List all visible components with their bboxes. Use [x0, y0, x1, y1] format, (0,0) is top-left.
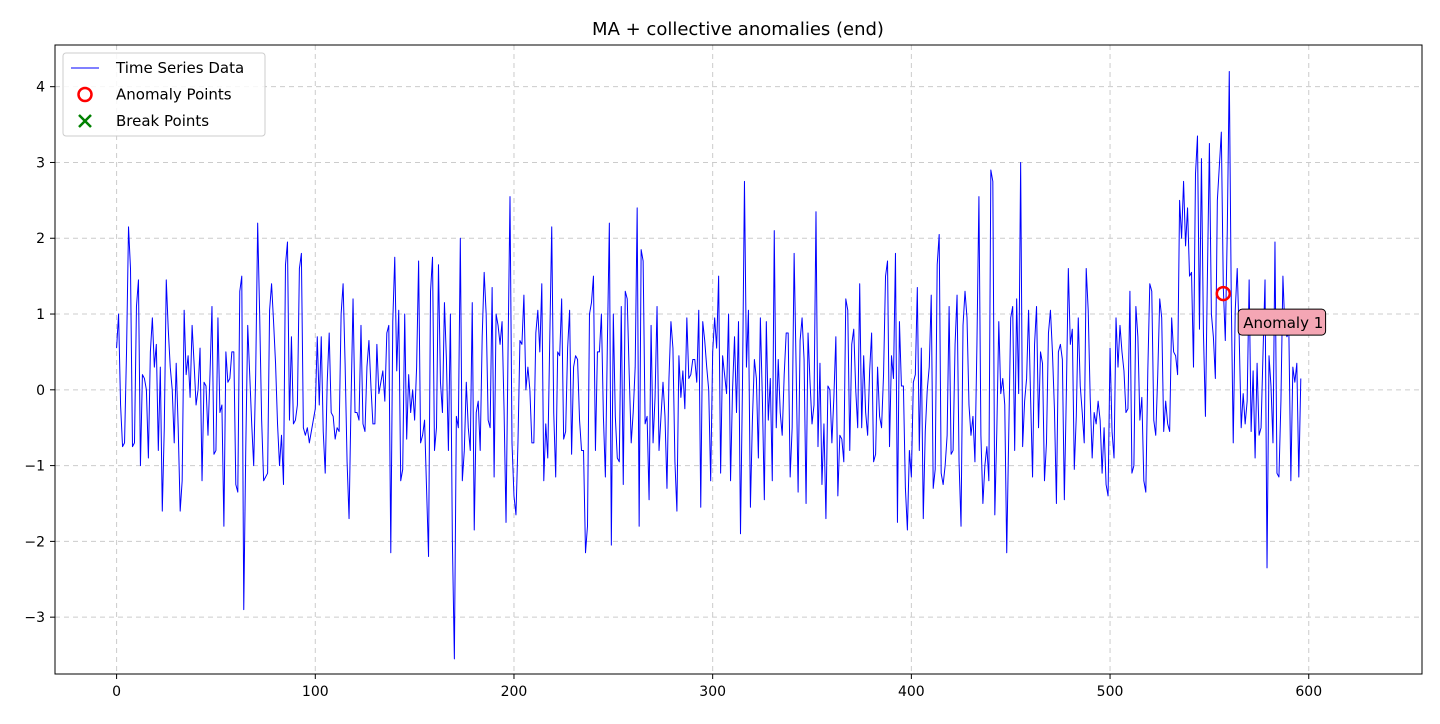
chart-title: MA + collective anomalies (end) — [592, 19, 884, 40]
y-tick-label: −2 — [24, 534, 45, 550]
legend-circle-swatch — [77, 86, 93, 103]
legend-box — [62, 52, 266, 137]
x-tick-label: 0 — [112, 684, 121, 700]
series-line — [116, 71, 1302, 660]
x-axis-ticks: 0 100 200 300 400 500 600 — [112, 674, 1322, 700]
x-tick-label: 400 — [898, 684, 925, 700]
y-tick-label: 3 — [36, 155, 45, 171]
x-tick-label: 300 — [699, 684, 726, 700]
anomaly-point — [1215, 285, 1232, 302]
plot-frame — [54, 44, 1423, 675]
x-tick-label: 600 — [1295, 684, 1322, 700]
legend-label: Time Series Data — [115, 59, 244, 77]
annotation-label: Anomaly 1 — [1243, 314, 1323, 332]
y-axis-ticks: −3 −2 −1 0 1 2 3 4 — [24, 80, 55, 626]
y-tick-label: 2 — [36, 231, 45, 247]
series-layer — [116, 71, 1302, 660]
x-tick-label: 100 — [302, 684, 329, 700]
x-tick-label: 200 — [501, 684, 528, 700]
y-tick-label: 0 — [36, 383, 45, 399]
y-tick-label: −3 — [24, 610, 45, 626]
x-tick-label: 500 — [1097, 684, 1124, 700]
annotation-box — [1237, 308, 1327, 336]
legend-label: Anomaly Points — [116, 86, 232, 104]
y-tick-label: −1 — [24, 459, 45, 475]
y-tick-label: 4 — [36, 80, 45, 96]
annotation-layer: Anomaly 1 — [1237, 308, 1327, 336]
y-tick-label: 1 — [36, 307, 45, 323]
chart-legend: Time Series Data Anomaly Points Break Poin… — [62, 52, 266, 137]
anomaly-layer — [1215, 285, 1232, 302]
legend-x-swatch — [78, 114, 92, 128]
legend-label: Break Points — [116, 112, 209, 130]
